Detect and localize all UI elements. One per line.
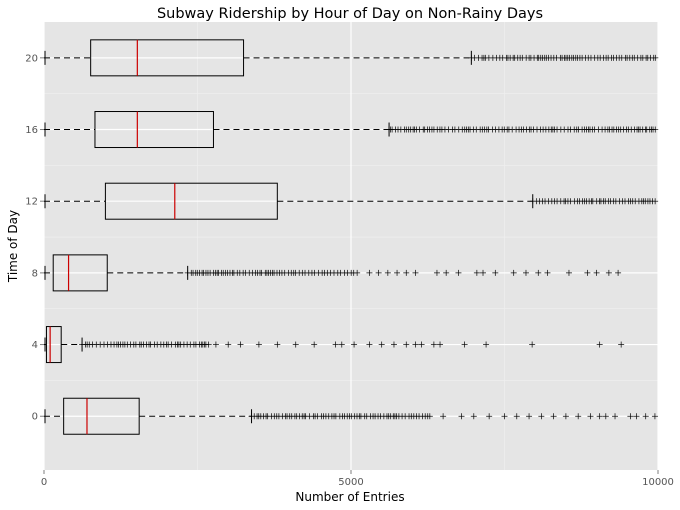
x-axis-label: Number of Entries [295, 490, 404, 504]
outliers [79, 341, 625, 348]
y-tick-label: 0 [32, 412, 38, 423]
box-0 [44, 397, 658, 435]
iqr-box [52, 254, 108, 292]
box-12 [44, 182, 659, 220]
box-4 [44, 326, 625, 364]
x-tick-label: 10000 [642, 477, 674, 488]
box-20 [44, 39, 659, 77]
chart-title: Subway Ridership by Hour of Day on Non-R… [157, 6, 543, 22]
outliers [386, 126, 659, 133]
outliers [184, 269, 622, 276]
iqr-box [90, 39, 245, 77]
outliers [468, 54, 659, 61]
x-tick-label: 0 [41, 477, 47, 488]
box-16 [44, 111, 659, 149]
y-tick-label: 12 [25, 197, 38, 208]
y-tick-label: 20 [25, 53, 38, 64]
outliers [248, 413, 658, 420]
y-axis-label: Time of Day [6, 210, 20, 283]
box-8 [44, 254, 622, 292]
iqr-box [45, 326, 62, 364]
y-tick-label: 4 [32, 340, 38, 351]
x-tick-label: 5000 [338, 477, 363, 488]
y-tick-label: 16 [25, 125, 38, 136]
axis-ticks: 0 5000 10000 0 4 8 12 16 20 [25, 53, 674, 488]
boxes [44, 39, 659, 435]
y-tick-label: 8 [32, 268, 38, 279]
iqr-box [104, 182, 278, 220]
iqr-box [63, 397, 140, 435]
outliers [529, 198, 659, 205]
iqr-box [94, 111, 214, 149]
